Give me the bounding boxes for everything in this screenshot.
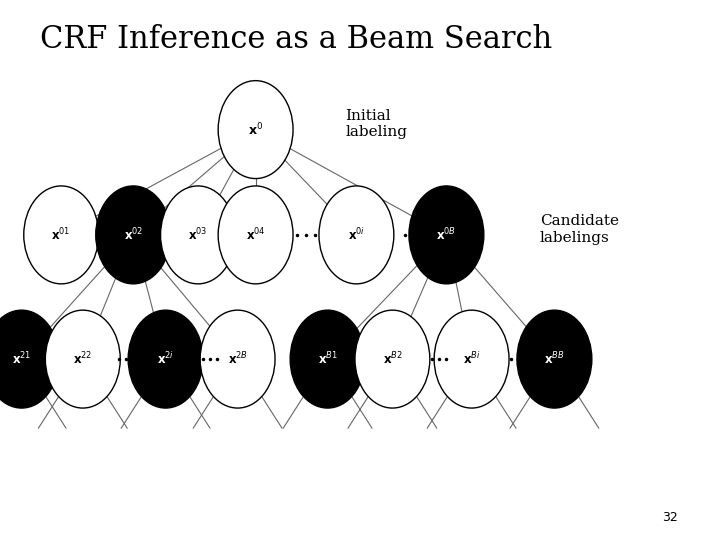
Ellipse shape	[200, 310, 275, 408]
Text: $\mathbf{x}^{2i}$: $\mathbf{x}^{2i}$	[157, 351, 174, 367]
Text: $\mathbf{x}^{03}$: $\mathbf{x}^{03}$	[188, 227, 208, 243]
Ellipse shape	[355, 310, 430, 408]
Ellipse shape	[218, 80, 293, 179]
Ellipse shape	[161, 186, 235, 284]
Text: $\mathbf{x}^{02}$: $\mathbf{x}^{02}$	[124, 227, 143, 243]
Text: $\mathbf{x}^{BB}$: $\mathbf{x}^{BB}$	[544, 351, 564, 367]
Text: $\mathbf{x}^{01}$: $\mathbf{x}^{01}$	[52, 227, 71, 243]
Ellipse shape	[434, 310, 509, 408]
Text: $\mathbf{x}^{0B}$: $\mathbf{x}^{0B}$	[436, 227, 456, 243]
Text: $\mathbf{x}^{2B}$: $\mathbf{x}^{2B}$	[228, 351, 248, 367]
Ellipse shape	[319, 186, 394, 284]
Text: $\mathbf{x}^{22}$: $\mathbf{x}^{22}$	[73, 351, 92, 367]
Text: Candidate
labelings: Candidate labelings	[540, 214, 619, 245]
Text: $\mathbf{x}^{04}$: $\mathbf{x}^{04}$	[246, 227, 266, 243]
Ellipse shape	[45, 310, 120, 408]
Text: CRF Inference as a Beam Search: CRF Inference as a Beam Search	[40, 24, 552, 55]
Ellipse shape	[24, 186, 99, 284]
Text: 32: 32	[662, 511, 678, 524]
Ellipse shape	[290, 310, 365, 408]
Text: $\mathbf{x}^{B2}$: $\mathbf{x}^{B2}$	[382, 351, 402, 367]
Ellipse shape	[218, 186, 293, 284]
Text: $\mathbf{x}^{21}$: $\mathbf{x}^{21}$	[12, 351, 31, 367]
Text: $\mathbf{x}^{Bi}$: $\mathbf{x}^{Bi}$	[463, 351, 480, 367]
Ellipse shape	[409, 186, 484, 284]
Ellipse shape	[128, 310, 203, 408]
Ellipse shape	[96, 186, 171, 284]
Text: $\mathbf{x}^{B1}$: $\mathbf{x}^{B1}$	[318, 351, 338, 367]
Text: $\mathbf{x}^{0i}$: $\mathbf{x}^{0i}$	[348, 227, 365, 243]
Text: Initial
labeling: Initial labeling	[346, 109, 408, 139]
Text: $\mathbf{x}^0$: $\mathbf{x}^0$	[248, 122, 264, 138]
Ellipse shape	[517, 310, 592, 408]
Ellipse shape	[0, 310, 59, 408]
